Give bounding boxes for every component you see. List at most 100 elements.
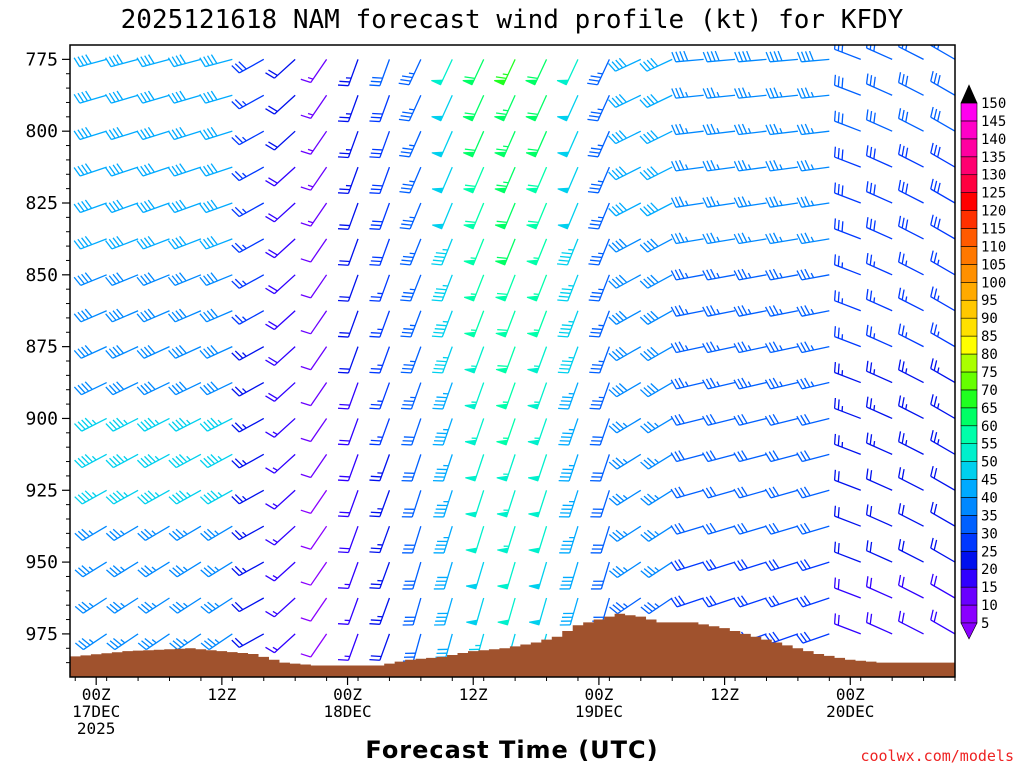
wind-barb [167, 235, 202, 250]
x-tick-label: 00Z [584, 685, 613, 704]
wind-barb [733, 123, 767, 136]
wind-barb [105, 308, 139, 323]
wind-barb [833, 326, 861, 348]
colorbar-top-arrow [960, 84, 978, 104]
wind-barb [401, 454, 422, 482]
wind-barb [796, 232, 830, 245]
colorbar-label: 120 [981, 204, 1006, 220]
wind-barb [300, 597, 328, 622]
wind-barb [764, 522, 799, 535]
wind-barb [300, 561, 328, 586]
wind-barb [557, 274, 579, 302]
colorbar-label: 135 [981, 150, 1006, 166]
wind-barb [702, 159, 736, 172]
wind-barb [796, 450, 830, 463]
wind-barb [137, 525, 170, 541]
y-tick-label: 975 [25, 624, 58, 645]
wind-barb [733, 268, 767, 281]
wind-barb [74, 561, 107, 578]
wind-barb [865, 45, 893, 60]
wind-barb [265, 417, 296, 438]
colorbar-bottom-arrow [960, 622, 978, 640]
wind-barb [796, 159, 830, 172]
colorbar-swatch [960, 138, 978, 158]
wind-barb [73, 272, 107, 286]
wind-barb [300, 382, 328, 407]
wind-barb [369, 166, 391, 195]
wind-barb [733, 486, 767, 499]
wind-barb [608, 202, 642, 217]
credit-link[interactable]: coolwx.com/models [860, 747, 1014, 765]
wind-barb [167, 272, 202, 286]
wind-barb [337, 633, 359, 661]
wind-barb [930, 106, 955, 132]
wind-barb [557, 238, 579, 266]
wind-barb [496, 454, 516, 482]
wind-barb [300, 346, 328, 371]
wind-barb [639, 202, 673, 217]
y-tick-label: 925 [25, 480, 58, 501]
wind-barb [558, 454, 579, 482]
wind-barb [136, 417, 170, 432]
wind-barb [199, 90, 233, 104]
wind-barb [73, 90, 107, 104]
wind-barb [765, 50, 798, 63]
wind-barb [796, 268, 830, 281]
wind-barb [796, 595, 830, 608]
colorbar-label: 90 [981, 311, 998, 327]
wind-barb [897, 72, 924, 96]
wind-barb [200, 561, 233, 578]
wind-barb [833, 577, 861, 599]
wind-barb [265, 633, 296, 654]
wind-barb [833, 110, 861, 132]
wind-barb [640, 453, 673, 470]
wind-barb [300, 238, 328, 263]
colorbar-swatch [960, 604, 978, 624]
wind-barb [199, 417, 233, 432]
wind-barb [670, 159, 704, 172]
wind-barb [526, 274, 548, 302]
wind-barb [265, 489, 296, 510]
wind-barb [765, 268, 799, 281]
wind-barb [399, 238, 422, 266]
wind-barb [300, 489, 328, 514]
wind-barb [168, 489, 202, 505]
colorbar-swatch [960, 479, 978, 498]
wind-barb [199, 272, 233, 286]
wind-barb [670, 341, 704, 354]
colorbar-swatch [960, 568, 978, 588]
wind-barb [764, 486, 799, 499]
wind-barb [702, 268, 736, 281]
wind-barb [399, 202, 422, 230]
wind-barb [433, 490, 453, 518]
wind-barb [608, 417, 642, 434]
wind-barb [432, 382, 453, 410]
wind-barb [432, 418, 453, 446]
wind-barb [796, 305, 830, 317]
y-axis: 775 800 825 850 875 900 925 950 975 [25, 49, 70, 664]
wind-barb [796, 341, 830, 354]
x-tick-label: 00Z [836, 685, 865, 704]
colorbar-label: 60 [981, 419, 998, 435]
colorbar-swatch [960, 210, 978, 229]
wind-barb [106, 561, 139, 578]
wind-barb [671, 87, 704, 99]
wind-barb [527, 382, 548, 410]
wind-barb [300, 310, 328, 335]
wind-barb [136, 163, 170, 177]
wind-barb [559, 597, 579, 626]
colorbar-swatch [960, 317, 978, 337]
wind-barb [265, 453, 296, 474]
wind-barb [495, 238, 516, 266]
wind-barb [897, 215, 924, 240]
wind-barb [527, 346, 548, 374]
wind-barb [462, 59, 485, 86]
wind-barb [73, 199, 107, 214]
colorbar-label: 85 [981, 329, 998, 345]
wind-barb [734, 50, 767, 63]
wind-barb [796, 559, 830, 572]
wind-barb [73, 308, 107, 323]
wind-barb [465, 561, 485, 590]
wind-barb [73, 381, 107, 396]
